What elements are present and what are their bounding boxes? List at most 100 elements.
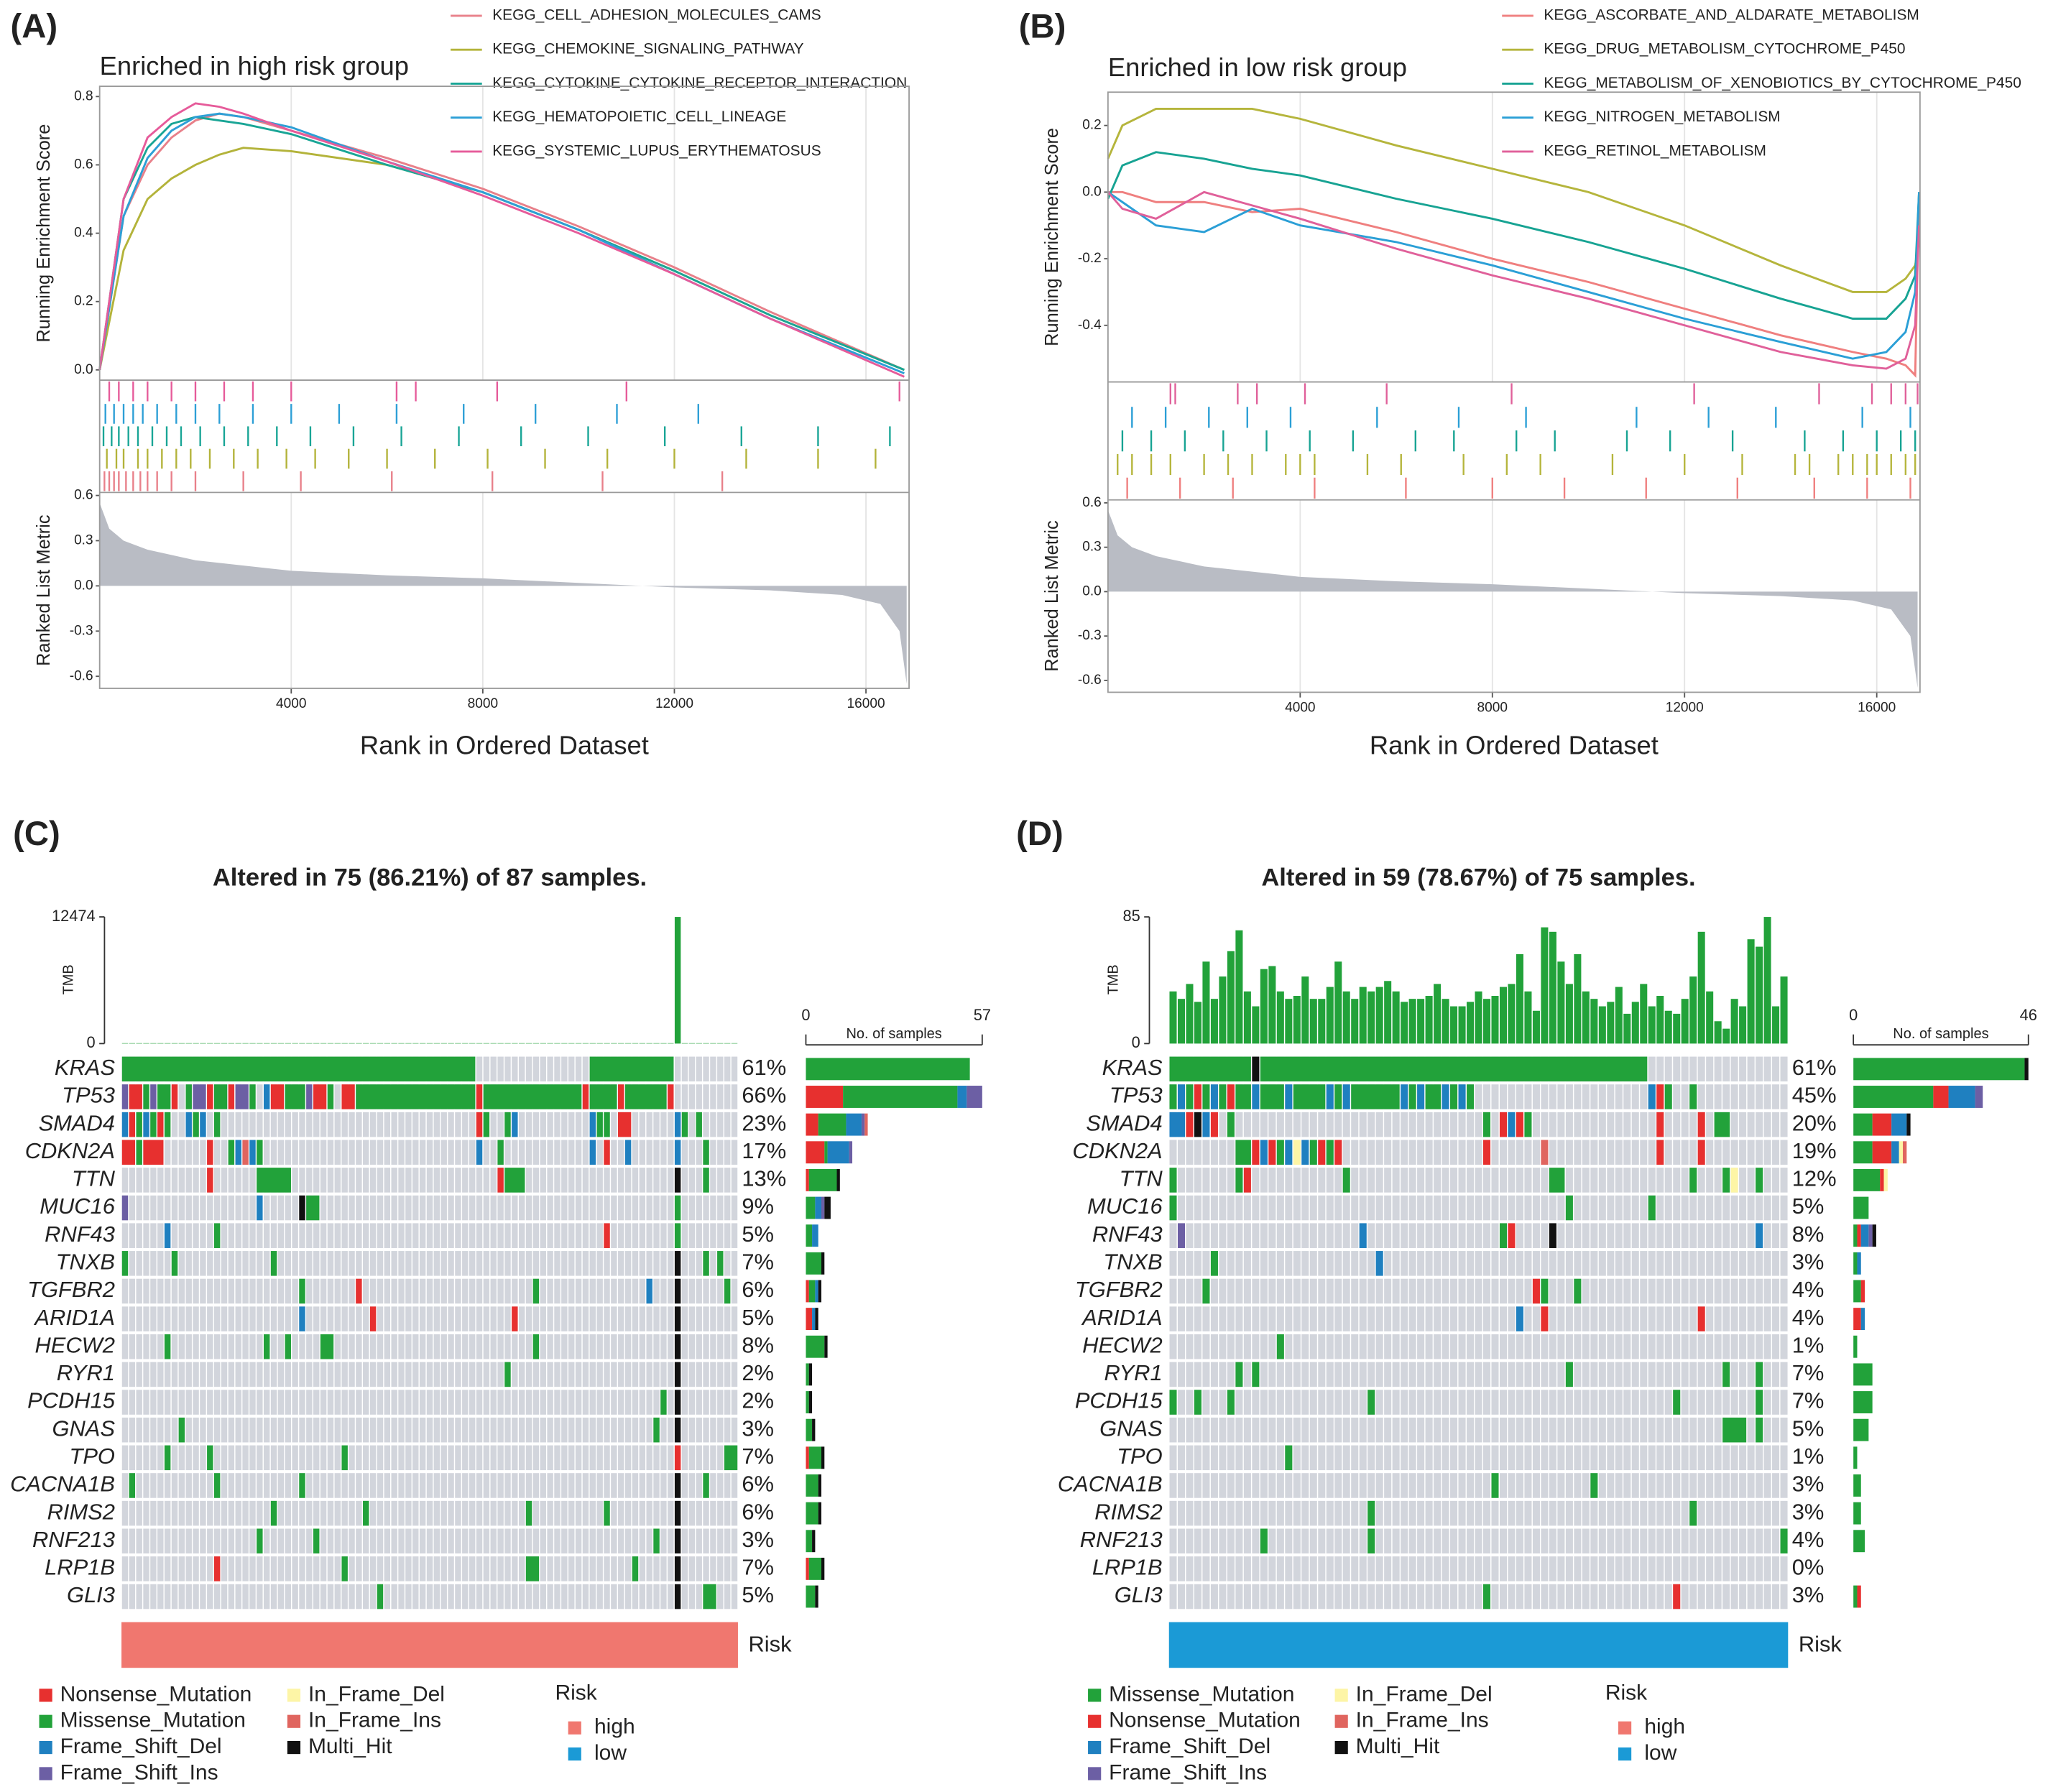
empty-cell — [334, 1195, 341, 1221]
empty-cell — [540, 1278, 546, 1304]
empty-cell — [200, 1528, 206, 1554]
empty-cell — [1681, 1473, 1689, 1498]
empty-cell — [1730, 1084, 1738, 1109]
empty-cell — [696, 1528, 702, 1554]
empty-cell — [1210, 1500, 1218, 1526]
side-bar — [1853, 1113, 1873, 1136]
empty-cell — [292, 1362, 298, 1387]
empty-cell — [327, 1278, 334, 1304]
empty-cell — [299, 1528, 305, 1554]
empty-cell — [518, 1140, 525, 1165]
empty-cell — [589, 1528, 596, 1554]
empty-cell — [1458, 1362, 1466, 1387]
empty-cell — [561, 1140, 568, 1165]
empty-cell — [129, 1445, 136, 1471]
empty-cell — [639, 1168, 646, 1193]
empty-cell — [391, 1473, 397, 1498]
empty-cell — [341, 1278, 348, 1304]
mutation-cell — [363, 1500, 369, 1526]
empty-cell — [1739, 1334, 1747, 1359]
side-bar — [818, 1280, 821, 1303]
empty-cell — [1408, 1445, 1416, 1471]
empty-cell — [1285, 1278, 1293, 1304]
empty-cell — [561, 1112, 568, 1137]
empty-cell — [440, 1112, 447, 1137]
empty-cell — [228, 1500, 235, 1526]
empty-cell — [1730, 1223, 1738, 1248]
empty-cell — [1375, 1584, 1383, 1609]
empty-cell — [596, 1306, 603, 1331]
empty-cell — [426, 1251, 433, 1276]
empty-cell — [384, 1473, 391, 1498]
plot-frame — [98, 86, 910, 689]
empty-cell — [681, 1306, 688, 1331]
y2-tick-label: -0.3 — [70, 623, 93, 638]
empty-cell — [1425, 1306, 1433, 1331]
empty-cell — [1664, 1251, 1672, 1276]
empty-cell — [512, 1528, 518, 1554]
empty-cell — [1706, 1500, 1714, 1526]
empty-cell — [391, 1417, 397, 1443]
tmb-bar — [1631, 1002, 1639, 1044]
side-bar — [806, 1446, 809, 1469]
empty-cell — [1656, 1056, 1664, 1082]
empty-cell — [1326, 1168, 1334, 1193]
empty-cell — [483, 1251, 490, 1276]
empty-cell — [263, 1584, 270, 1609]
empty-cell — [1309, 1390, 1317, 1415]
empty-cell — [1524, 1140, 1532, 1165]
empty-cell — [1450, 1500, 1458, 1526]
empty-cell — [1747, 1417, 1755, 1443]
empty-cell — [391, 1195, 397, 1221]
empty-cell — [497, 1528, 504, 1554]
empty-cell — [1739, 1362, 1747, 1387]
empty-cell — [525, 1278, 532, 1304]
empty-cell — [1565, 1528, 1573, 1554]
empty-cell — [157, 1195, 164, 1221]
empty-cell — [384, 1168, 391, 1193]
empty-cell — [327, 1528, 334, 1554]
empty-cell — [1252, 1251, 1260, 1276]
empty-cell — [540, 1528, 546, 1554]
empty-cell — [1268, 1528, 1276, 1554]
tmb-bar — [703, 1043, 709, 1044]
empty-cell — [476, 1223, 483, 1248]
empty-cell — [1582, 1473, 1590, 1498]
empty-cell — [1763, 1390, 1771, 1415]
mutation-cell — [1541, 1306, 1549, 1331]
empty-cell — [356, 1140, 362, 1165]
empty-cell — [483, 1417, 490, 1443]
empty-cell — [483, 1500, 490, 1526]
empty-cell — [1384, 1168, 1392, 1193]
empty-cell — [1260, 1168, 1268, 1193]
empty-cell — [349, 1334, 355, 1359]
empty-cell — [1351, 1278, 1359, 1304]
empty-cell — [1582, 1306, 1590, 1331]
empty-cell — [1375, 1390, 1383, 1415]
empty-cell — [660, 1334, 667, 1359]
empty-cell — [1401, 1417, 1408, 1443]
empty-cell — [1375, 1112, 1383, 1137]
empty-cell — [1623, 1168, 1631, 1193]
side-bar — [1853, 1058, 2025, 1081]
empty-cell — [504, 1306, 511, 1331]
empty-cell — [143, 1500, 149, 1526]
percent-label: 3% — [742, 1415, 774, 1441]
empty-cell — [518, 1417, 525, 1443]
empty-cell — [1235, 1223, 1243, 1248]
empty-cell — [1384, 1195, 1392, 1221]
empty-cell — [476, 1362, 483, 1387]
empty-cell — [178, 1445, 185, 1471]
empty-cell — [525, 1473, 532, 1498]
mutation-cell — [1194, 1084, 1201, 1109]
empty-cell — [129, 1390, 136, 1415]
empty-cell — [554, 1334, 561, 1359]
empty-cell — [724, 1334, 731, 1359]
empty-cell — [660, 1140, 667, 1165]
empty-cell — [469, 1112, 476, 1137]
mutation-cell — [1780, 1528, 1788, 1554]
empty-cell — [1442, 1473, 1449, 1498]
empty-cell — [1467, 1195, 1475, 1221]
empty-cell — [257, 1362, 263, 1387]
empty-cell — [1442, 1251, 1449, 1276]
